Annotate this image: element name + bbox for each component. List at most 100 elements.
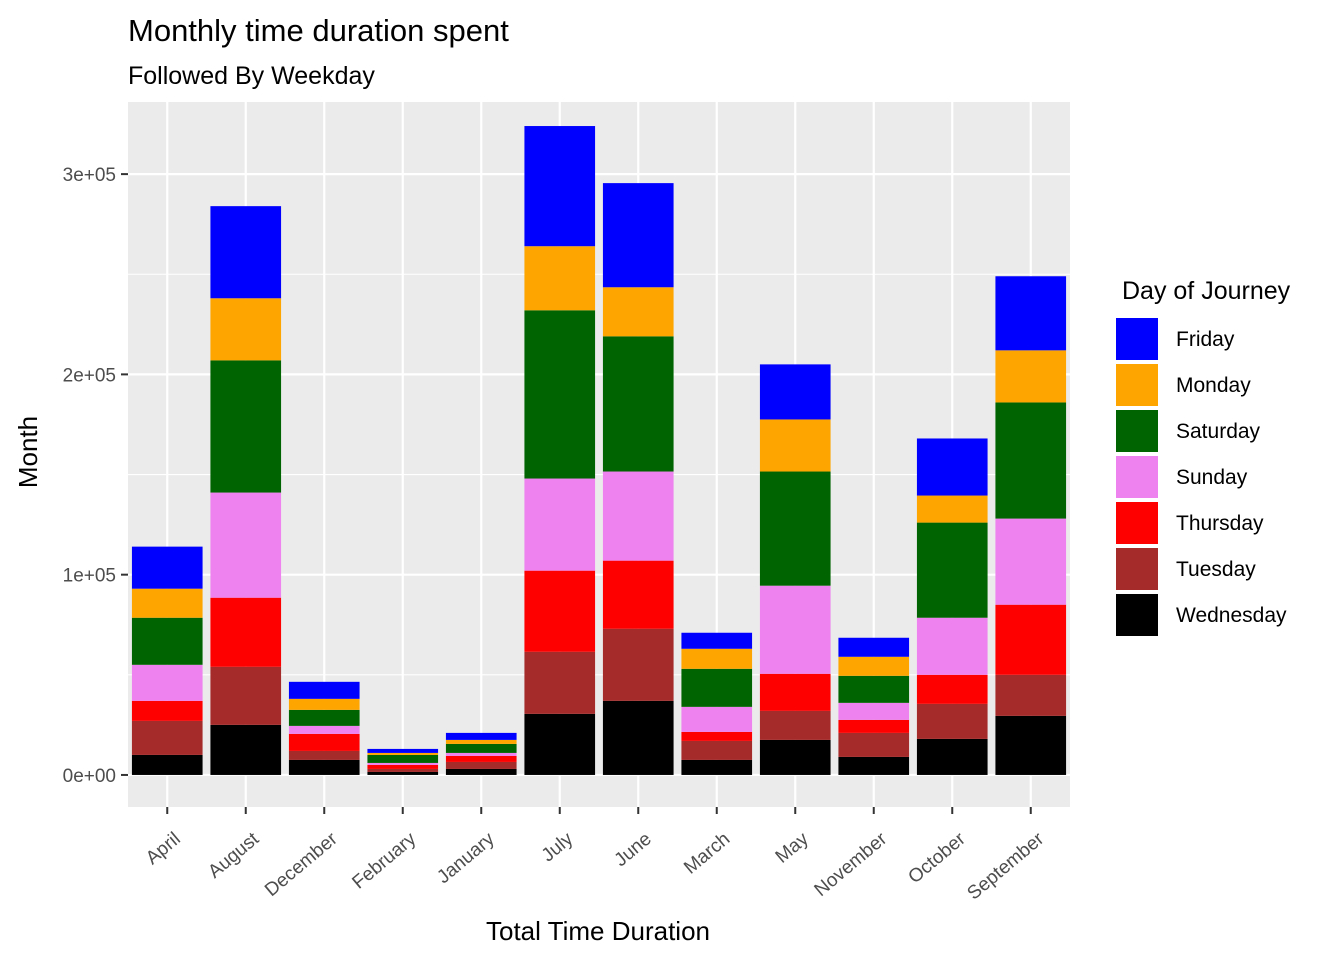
bar-december-wednesday: [288, 759, 360, 775]
bar-april-thursday: [131, 700, 203, 721]
x-tick-label: July: [538, 828, 578, 866]
bar-december-tuesday: [288, 750, 360, 760]
bar-february-monday: [367, 752, 439, 755]
legend-key-friday: [1116, 318, 1158, 360]
bar-december-saturday: [288, 709, 360, 726]
bar-january-sunday: [445, 752, 517, 756]
bar-july-wednesday: [524, 713, 596, 775]
bar-august-thursday: [210, 597, 282, 667]
bar-june-thursday: [602, 560, 674, 629]
bar-february-thursday: [367, 764, 439, 769]
bar-august-wednesday: [210, 724, 282, 775]
bar-october-saturday: [916, 522, 988, 618]
y-tick-label: 3e+05: [63, 165, 116, 186]
x-tick-label: October: [904, 828, 970, 888]
bar-january-monday: [445, 739, 517, 744]
legend-label-thursday: Thursday: [1176, 512, 1264, 535]
legend-key-sunday: [1116, 456, 1158, 498]
chart-subtitle: Followed By Weekday: [128, 62, 375, 90]
legend-key-saturday: [1116, 410, 1158, 452]
bar-january-wednesday: [445, 768, 517, 775]
bar-january-saturday: [445, 743, 517, 753]
bar-july-monday: [524, 246, 596, 311]
bar-may-thursday: [759, 673, 831, 711]
x-tick-label: February: [348, 828, 420, 893]
bar-may-friday: [759, 364, 831, 420]
legend-label-wednesday: Wednesday: [1176, 604, 1287, 627]
legend-label-sunday: Sunday: [1176, 466, 1248, 489]
x-axis-title: Total Time Duration: [486, 916, 710, 946]
bar-february-saturday: [367, 754, 439, 763]
bar-october-monday: [916, 495, 988, 523]
bar-november-monday: [838, 656, 910, 676]
x-tick-label: January: [433, 828, 499, 888]
bar-september-saturday: [995, 402, 1067, 519]
legend-key-wednesday: [1116, 594, 1158, 636]
bar-march-wednesday: [681, 759, 753, 775]
bar-september-friday: [995, 276, 1067, 351]
legend-label-friday: Friday: [1176, 328, 1235, 351]
bar-february-sunday: [367, 762, 439, 765]
plot-panel: [128, 102, 1070, 807]
bar-october-thursday: [916, 674, 988, 704]
legend-title: Day of Journey: [1122, 277, 1291, 305]
bar-july-tuesday: [524, 651, 596, 714]
bar-november-sunday: [838, 702, 910, 720]
bar-april-tuesday: [131, 720, 203, 755]
x-tick-label: August: [204, 828, 263, 883]
bar-august-saturday: [210, 360, 282, 493]
bar-june-tuesday: [602, 628, 674, 701]
bar-july-friday: [524, 126, 596, 247]
bar-october-tuesday: [916, 703, 988, 739]
bar-december-friday: [288, 681, 360, 699]
bar-june-wednesday: [602, 700, 674, 775]
bar-march-friday: [681, 632, 753, 649]
bar-july-thursday: [524, 570, 596, 652]
legend-key-monday: [1116, 364, 1158, 406]
bar-june-friday: [602, 183, 674, 288]
bar-august-tuesday: [210, 666, 282, 725]
legend-key-thursday: [1116, 502, 1158, 544]
bar-april-sunday: [131, 664, 203, 701]
bar-november-wednesday: [838, 756, 910, 775]
chart-title: Monthly time duration spent: [128, 13, 509, 48]
bar-july-sunday: [524, 478, 596, 571]
bar-january-friday: [445, 732, 517, 740]
bar-february-tuesday: [367, 768, 439, 772]
bar-may-saturday: [759, 471, 831, 586]
bar-may-monday: [759, 419, 831, 472]
bar-april-friday: [131, 546, 203, 589]
bar-may-tuesday: [759, 710, 831, 740]
minor-gridlines: [128, 273, 1070, 676]
bar-february-wednesday: [367, 771, 439, 775]
y-tick-label: 0e+00: [63, 766, 116, 787]
bar-june-saturday: [602, 336, 674, 472]
bar-december-monday: [288, 698, 360, 710]
x-tick-label: December: [261, 828, 342, 901]
bar-august-friday: [210, 206, 282, 299]
bar-july-saturday: [524, 310, 596, 479]
bar-november-thursday: [838, 719, 910, 733]
bar-december-sunday: [288, 725, 360, 734]
y-axis-title: Month: [13, 416, 43, 488]
bar-april-wednesday: [131, 754, 203, 775]
bar-january-tuesday: [445, 761, 517, 769]
bar-march-sunday: [681, 706, 753, 732]
bar-august-monday: [210, 298, 282, 361]
bar-february-friday: [367, 748, 439, 753]
bar-september-sunday: [995, 518, 1067, 605]
y-tick-label: 2e+05: [63, 365, 116, 386]
bar-august-sunday: [210, 492, 282, 598]
bar-march-monday: [681, 648, 753, 669]
bar-september-wednesday: [995, 715, 1067, 775]
bars: [131, 126, 1067, 775]
bar-september-monday: [995, 350, 1067, 403]
bar-may-wednesday: [759, 739, 831, 775]
bar-march-thursday: [681, 731, 753, 741]
bar-october-friday: [916, 438, 988, 496]
legend-label-monday: Monday: [1176, 374, 1251, 397]
bar-september-thursday: [995, 604, 1067, 675]
bar-june-sunday: [602, 471, 674, 561]
legend-label-tuesday: Tuesday: [1176, 558, 1256, 581]
bar-november-saturday: [838, 675, 910, 703]
